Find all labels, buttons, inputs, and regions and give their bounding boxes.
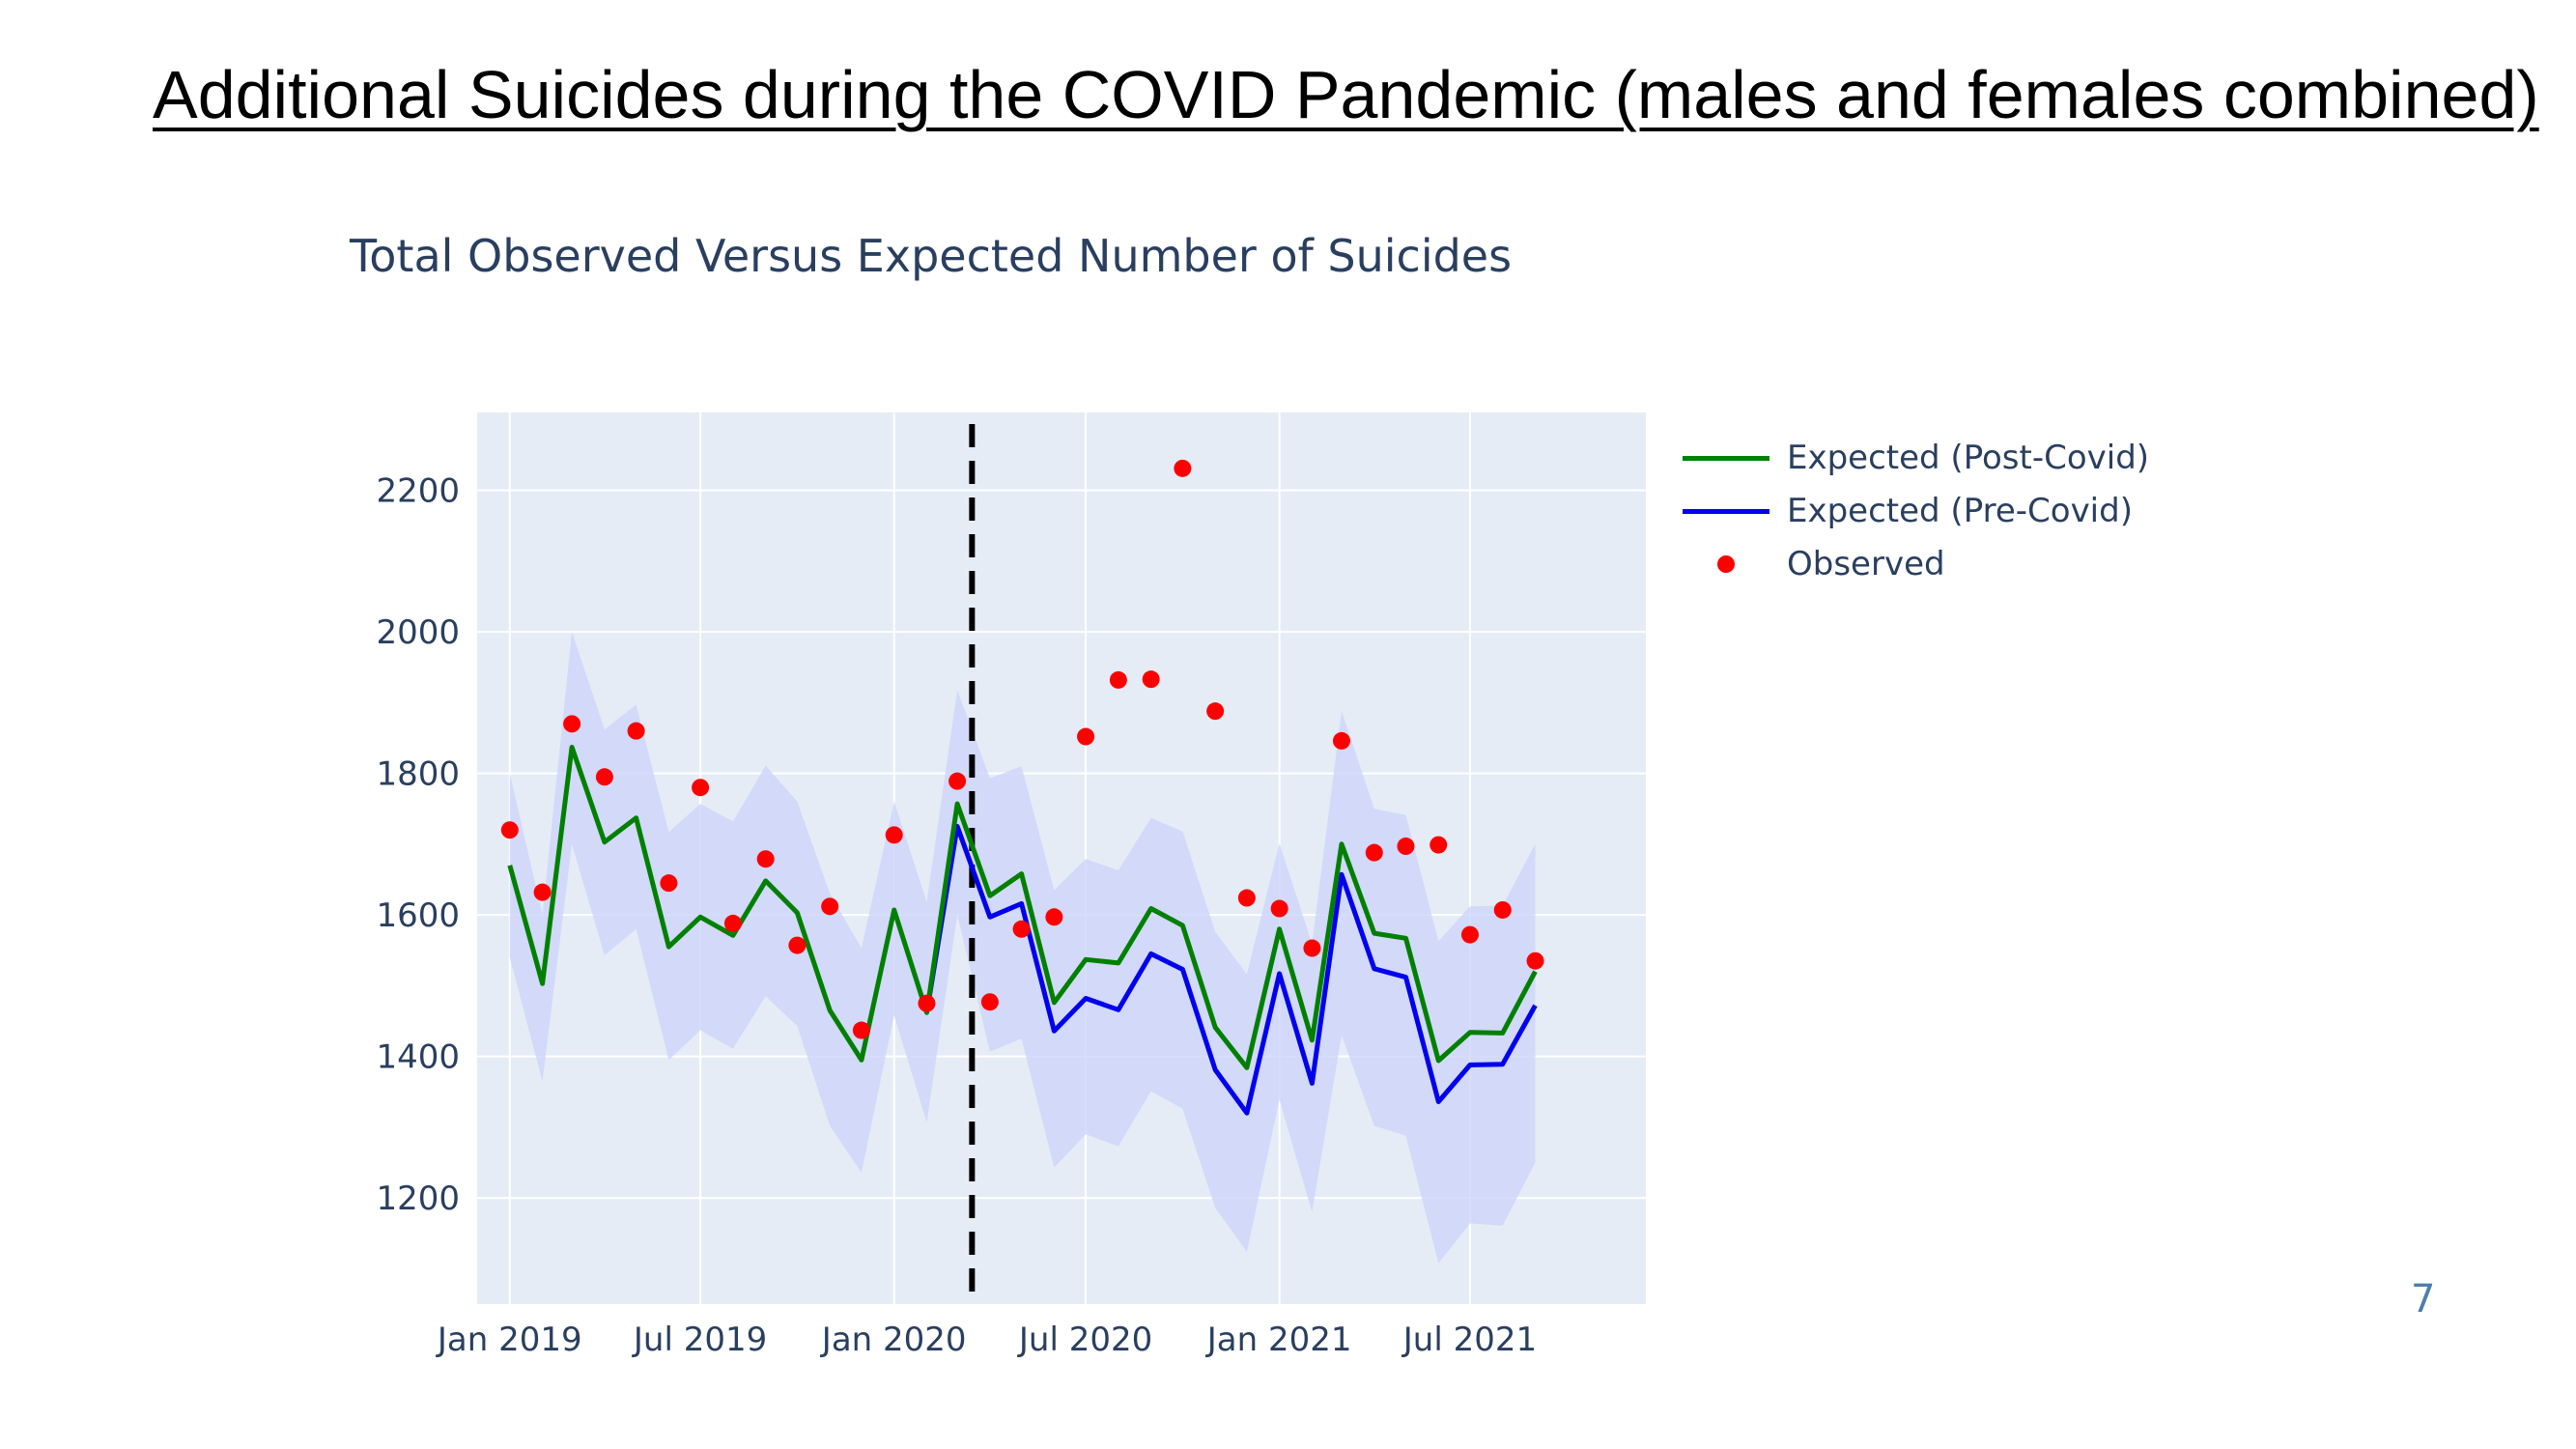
observed-point [1493, 900, 1512, 919]
y-tick-label: 2000 [376, 613, 460, 652]
post-covid-line [507, 745, 1538, 1070]
observed-point [1270, 899, 1288, 918]
observed-point [1365, 843, 1383, 862]
observed-point [1460, 925, 1479, 944]
observed-point [918, 994, 936, 1012]
observed-point [660, 874, 678, 893]
observed-point [627, 722, 645, 740]
observed-point [756, 850, 775, 868]
legend-item-pre-covid[interactable]: Expected (Pre-Covid) [1683, 484, 2149, 537]
observed-point [1045, 908, 1063, 926]
observed-point [1077, 727, 1095, 746]
band-area [509, 632, 1536, 1264]
legend-label-post-covid: Expected (Post-Covid) [1787, 438, 2150, 477]
observed-point [1237, 889, 1256, 907]
legend-item-observed[interactable]: Observed [1683, 537, 2149, 590]
y-tick-label: 1600 [376, 896, 460, 935]
x-tick-label: Jul 2019 [632, 1321, 767, 1359]
observed-point [1303, 939, 1321, 957]
observed-point [563, 715, 581, 733]
observed-point [1397, 838, 1415, 856]
observed-point [1109, 670, 1127, 689]
observed-point [500, 821, 519, 839]
observed-points [500, 459, 1544, 1039]
y-tick-label: 1800 [376, 755, 460, 794]
x-tick-label: Jan 2019 [436, 1321, 582, 1359]
observed-point [595, 768, 613, 786]
observed-point [980, 993, 999, 1011]
observed-point [692, 779, 710, 797]
y-tick-label: 2200 [376, 472, 460, 511]
legend-swatch-post-covid [1683, 439, 1769, 477]
observed-point [1332, 731, 1350, 750]
observed-point [788, 936, 807, 954]
observed-point [1206, 702, 1225, 721]
legend-swatch-pre-covid [1683, 492, 1769, 530]
observed-point [1142, 670, 1160, 689]
observed-point [885, 826, 903, 844]
legend-label-pre-covid: Expected (Pre-Covid) [1787, 491, 2133, 530]
observed-point [1430, 836, 1448, 854]
x-tick-label: Jul 2021 [1401, 1321, 1537, 1359]
y-tick-label: 1400 [376, 1038, 460, 1077]
observed-point [723, 914, 742, 932]
x-tick-label: Jul 2020 [1017, 1321, 1152, 1359]
slide-title: Additional Suicides during the COVID Pan… [153, 57, 2539, 132]
x-tick-label: Jan 2020 [820, 1321, 967, 1359]
legend-line-post-covid [1683, 455, 1769, 461]
legend-dot-observed [1717, 554, 1735, 573]
observed-point [1526, 952, 1544, 970]
observed-point [1174, 459, 1192, 477]
legend-line-pre-covid [1683, 508, 1769, 514]
legend-label-observed: Observed [1787, 544, 1945, 583]
observed-point [533, 883, 552, 901]
observed-point [821, 897, 839, 916]
x-tick-label: Jan 2021 [1205, 1321, 1352, 1359]
legend: Expected (Post-Covid) Expected (Pre-Covi… [1683, 431, 2149, 590]
observed-point [948, 772, 967, 790]
observed-point [852, 1021, 870, 1039]
y-tick-label: 1200 [376, 1179, 460, 1218]
axis-tick-labels: 1200 1400 1600 1800 2000 2200 Jan 2019 Jul 2019… [376, 472, 1537, 1359]
chart-title: Total Observed Versus Expected Number of… [350, 230, 1513, 282]
confidence-band [509, 632, 1536, 1264]
legend-item-post-covid[interactable]: Expected (Post-Covid) [1683, 431, 2149, 484]
page-number: 7 [2411, 1277, 2436, 1321]
observed-point [1012, 920, 1031, 938]
legend-swatch-observed [1683, 545, 1769, 583]
